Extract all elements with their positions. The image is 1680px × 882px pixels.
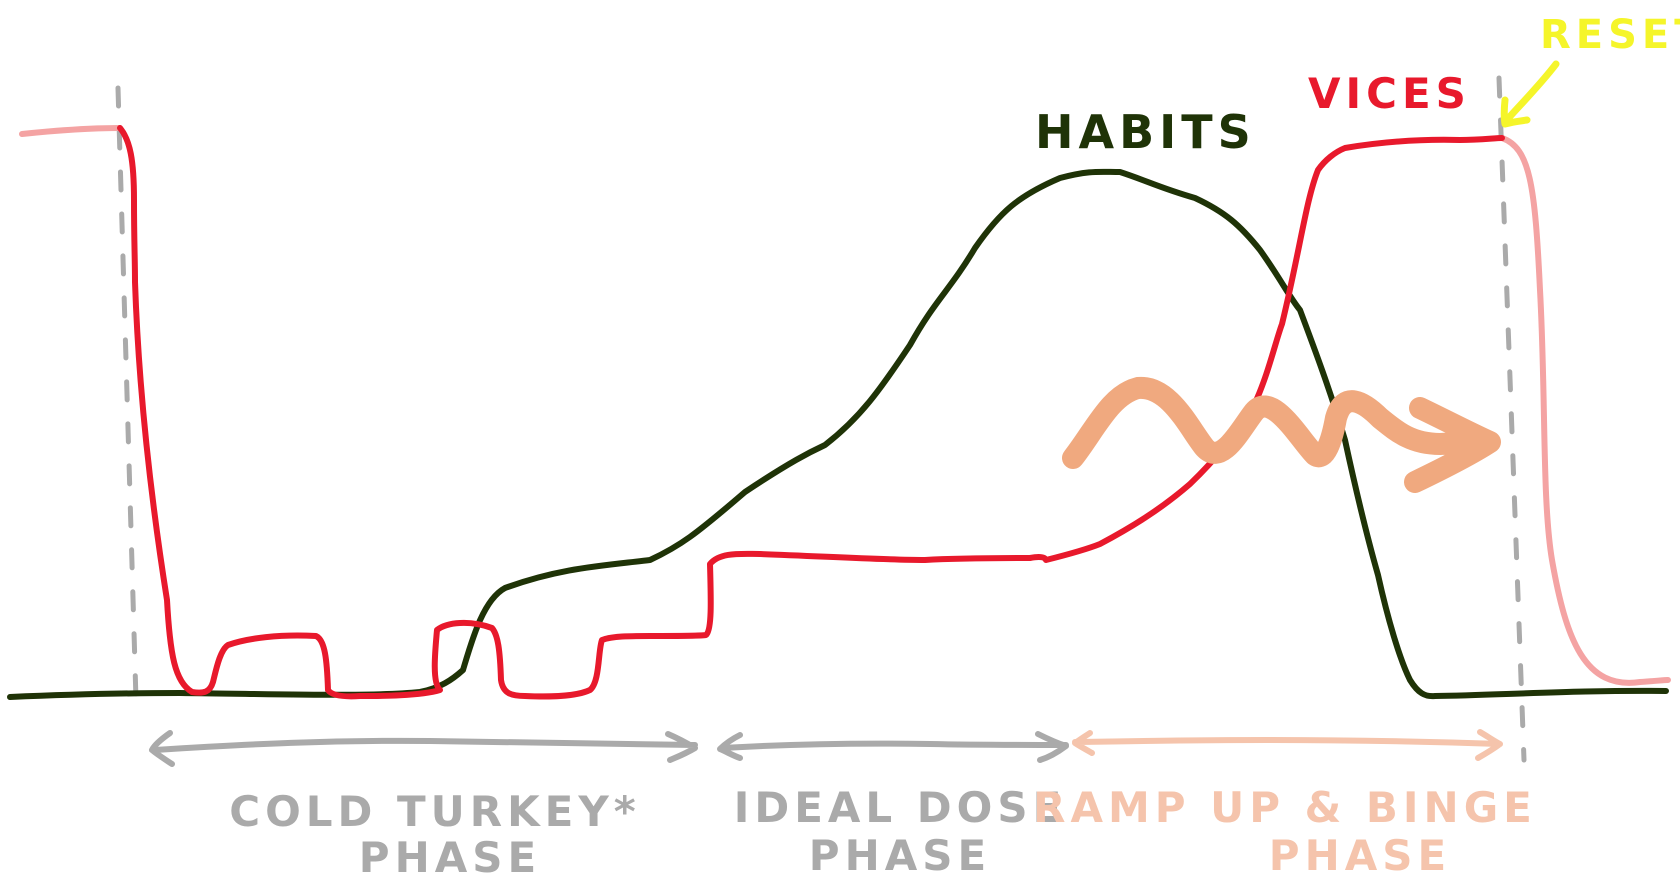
reset-label: RESET	[1540, 12, 1680, 58]
vices-curve-faded-end	[1499, 135, 1671, 686]
squiggle-arrow-icon	[1062, 376, 1501, 493]
double-arrow-icon	[149, 729, 1503, 767]
divider-reset	[1496, 75, 1527, 763]
phase-ramp-up-line1: RAMP UP & BINGE	[1033, 783, 1537, 832]
habits-curve	[7, 168, 1669, 700]
vices-curve-faded-start	[19, 125, 123, 137]
phase-ideal-dose-line1: IDEAL DOSE	[734, 783, 1067, 832]
phase-cold-turkey-line1: COLD TURKEY*	[229, 787, 640, 836]
divider-start	[115, 85, 139, 703]
habits-label: HABITS	[1035, 105, 1256, 159]
vices-label: VICES	[1308, 69, 1471, 118]
arrow-down-left-icon	[1500, 60, 1560, 128]
phase-ramp-up-line2: PHASE	[1269, 831, 1451, 880]
vices-curve	[117, 125, 1505, 700]
span-arrow-ramp-up	[1072, 729, 1503, 761]
span-arrow-cold-turkey	[149, 730, 698, 767]
phase-cold-turkey-line2: PHASE	[359, 833, 541, 882]
phase-ideal-dose-line2: PHASE	[809, 831, 991, 880]
span-arrow-ideal-dose	[717, 731, 1069, 763]
